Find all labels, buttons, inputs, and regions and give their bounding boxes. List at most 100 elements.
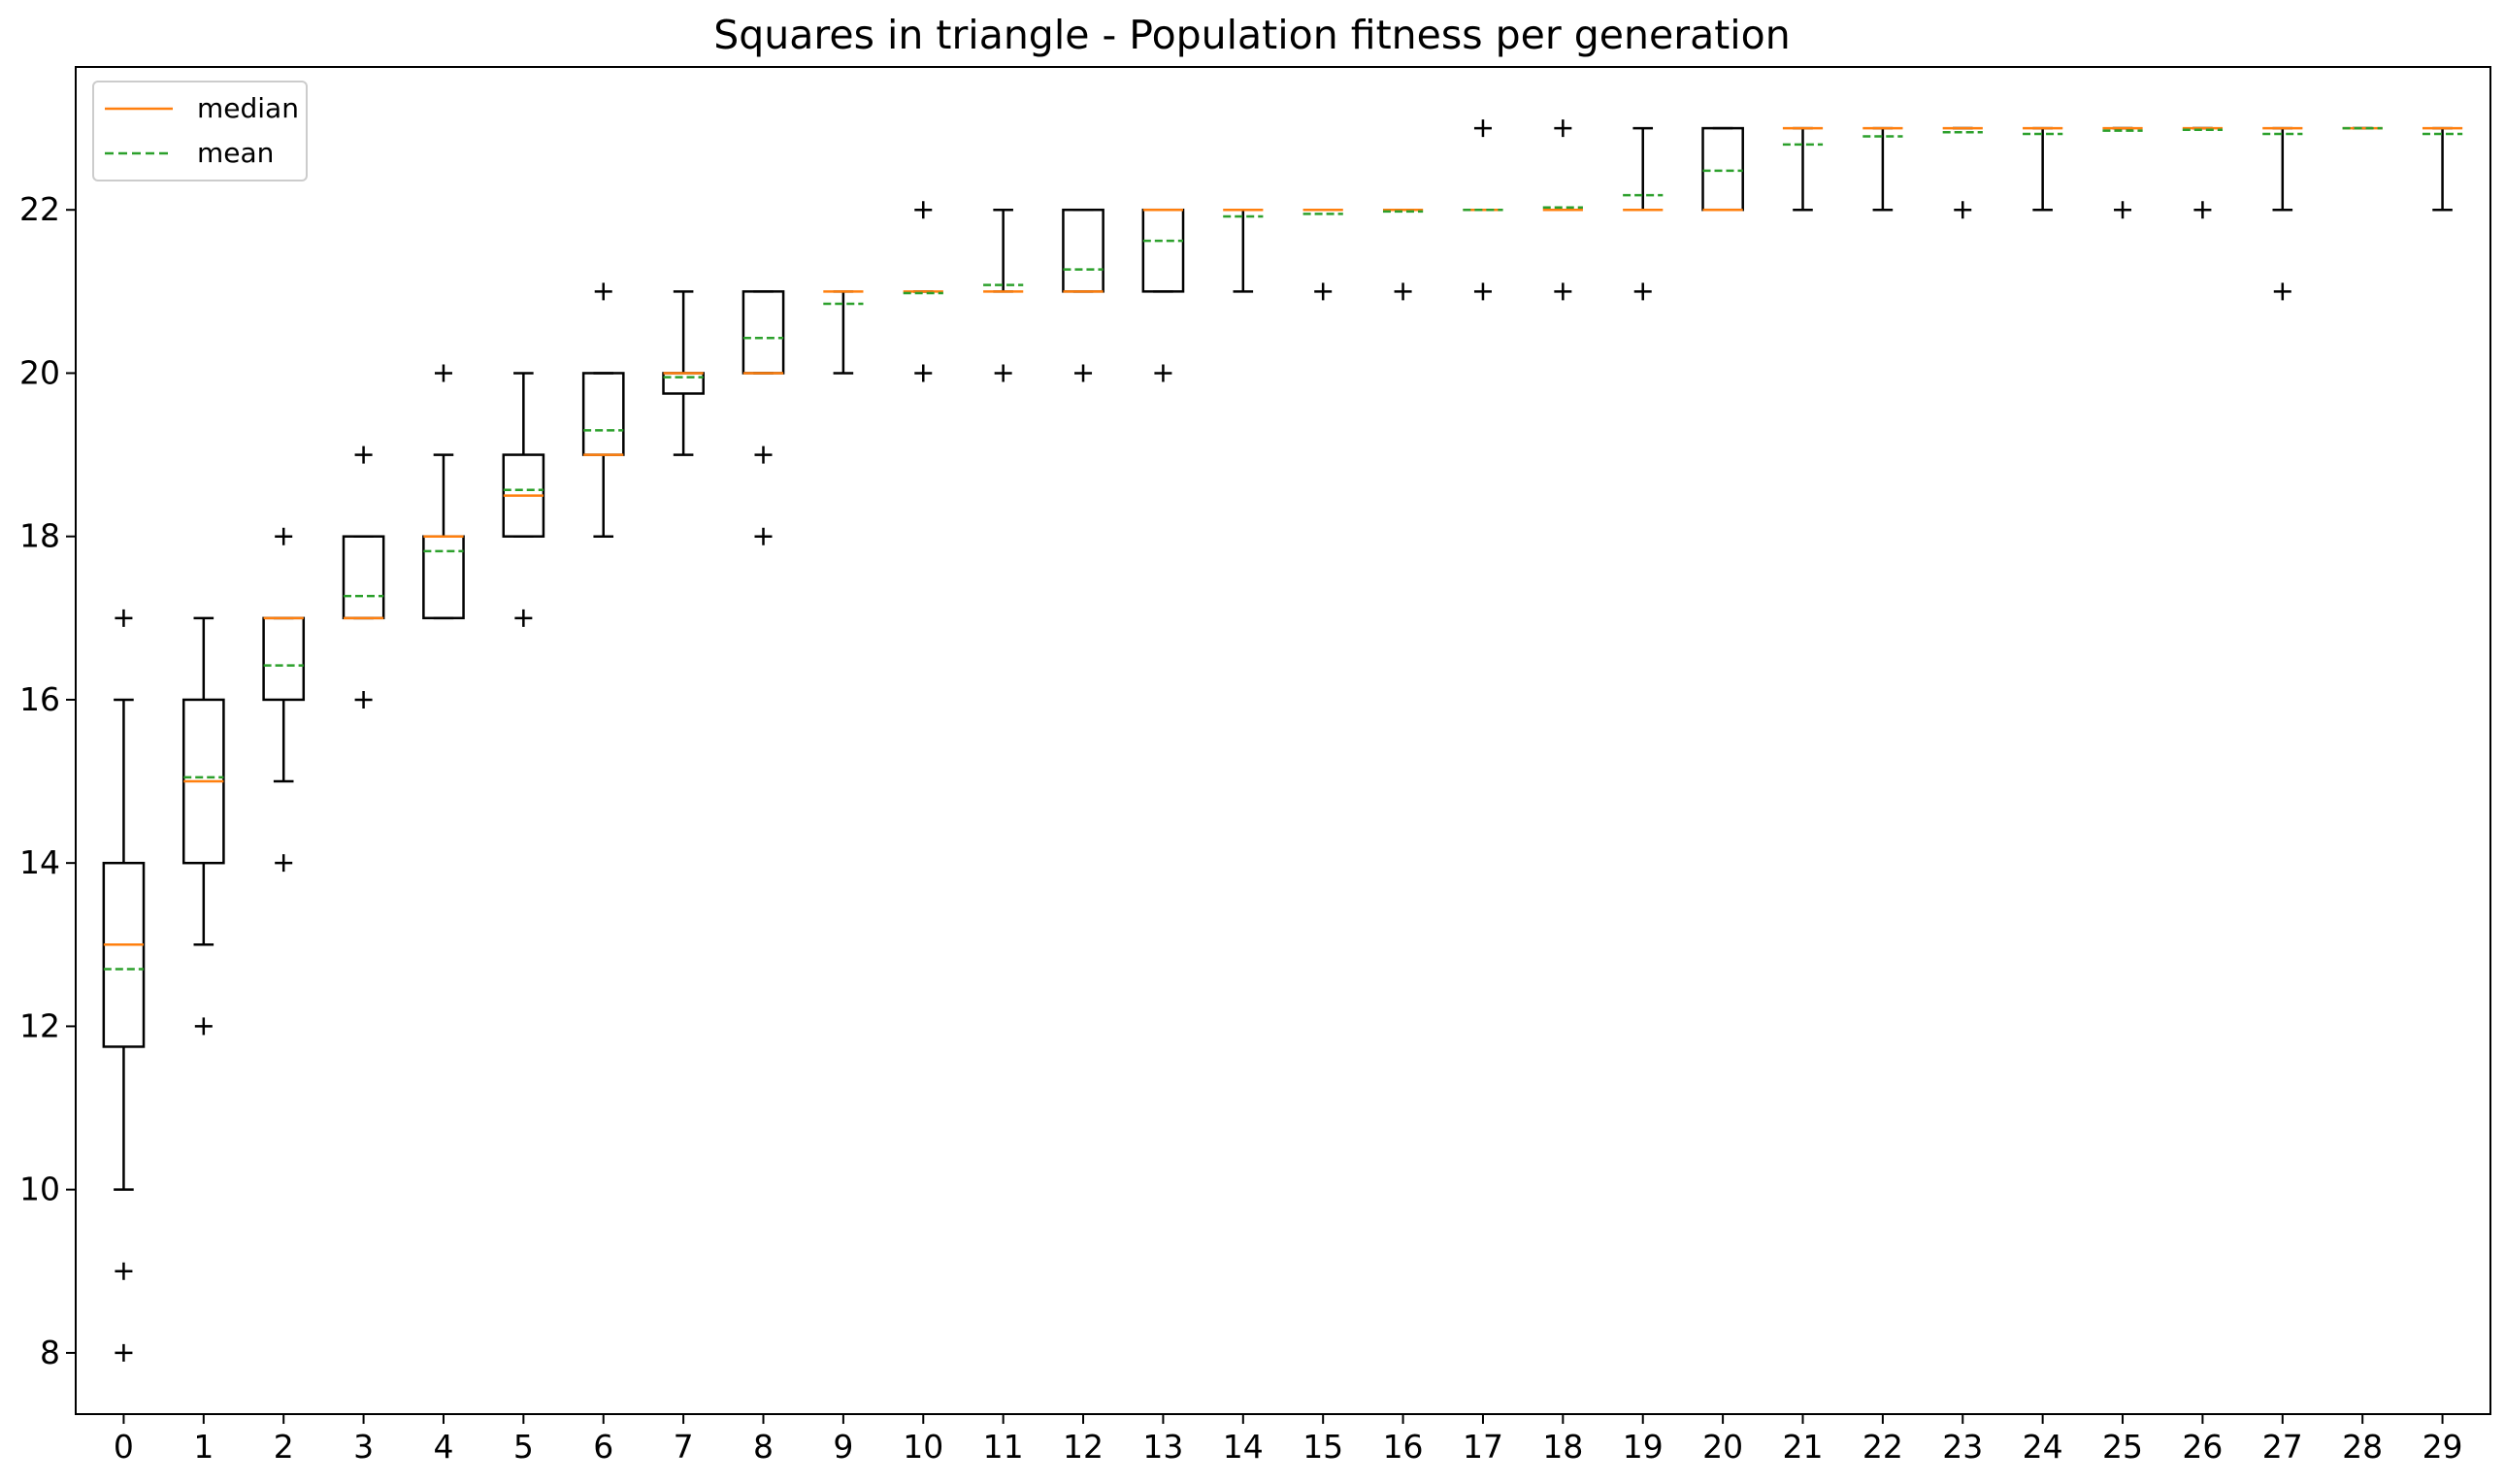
- outlier-marker: [1554, 119, 1572, 138]
- box-25: [2102, 126, 2143, 219]
- outlier-marker: [1074, 364, 1093, 382]
- outlier-marker: [1394, 282, 1412, 301]
- x-tick-label: 23: [1942, 1428, 1983, 1466]
- x-tick-label: 4: [433, 1428, 453, 1466]
- outlier-marker: [1154, 364, 1172, 382]
- box-13: [1141, 208, 1185, 382]
- box-1: [181, 616, 225, 1036]
- outlier-marker: [754, 445, 773, 464]
- x-tick-label: 29: [2423, 1428, 2463, 1466]
- iqr-box: [742, 290, 785, 375]
- box-15: [1302, 208, 1343, 301]
- outlier-marker: [1633, 282, 1652, 301]
- x-tick-label: 21: [1782, 1428, 1823, 1466]
- legend-mean-label: mean: [197, 137, 274, 169]
- legend: median mean: [92, 81, 308, 181]
- box-12: [1062, 208, 1104, 382]
- x-tick-label: 11: [983, 1428, 1024, 1466]
- outlier-marker: [1954, 201, 1972, 219]
- y-tick-label: 22: [19, 190, 60, 228]
- box-5: [502, 372, 545, 627]
- iqr-box: [581, 372, 625, 456]
- x-tick-label: 2: [274, 1428, 294, 1466]
- outlier-marker: [594, 282, 612, 301]
- box-11: [983, 208, 1024, 382]
- x-tick-label: 12: [1063, 1428, 1104, 1466]
- box-22: [1862, 126, 1903, 212]
- box-19: [1623, 126, 1664, 301]
- box-20: [1701, 126, 1744, 212]
- x-tick-label: 24: [2023, 1428, 2063, 1466]
- y-tick-label: 18: [19, 517, 60, 555]
- x-tick-label: 13: [1142, 1428, 1183, 1466]
- chart-title: Squares in triangle - Population fitness…: [713, 12, 1791, 58]
- outlier-marker: [2273, 282, 2291, 301]
- x-tick-label: 5: [513, 1428, 534, 1466]
- outlier-marker: [275, 854, 293, 873]
- iqr-box: [1701, 126, 1744, 212]
- x-tick-label: 10: [903, 1428, 943, 1466]
- x-tick-label: 16: [1383, 1428, 1424, 1466]
- x-tick-label: 9: [833, 1428, 853, 1466]
- x-tick-label: 28: [2342, 1428, 2383, 1466]
- iqr-box: [262, 616, 306, 702]
- outlier-marker: [514, 609, 533, 627]
- iqr-box: [1062, 208, 1104, 293]
- box-9: [823, 290, 864, 375]
- outlier-marker: [2114, 201, 2132, 219]
- box-3: [342, 445, 385, 709]
- box-26: [2182, 126, 2224, 219]
- outlier-marker: [1554, 282, 1572, 301]
- x-tick-label: 1: [193, 1428, 214, 1466]
- box-17: [1463, 119, 1503, 301]
- y-tick-label: 16: [19, 680, 60, 718]
- outlier-marker: [354, 445, 373, 464]
- x-tick-label: 19: [1623, 1428, 1664, 1466]
- box-29: [2422, 126, 2463, 212]
- outlier-marker: [275, 527, 293, 545]
- outlier-marker: [994, 364, 1012, 382]
- outlier-marker: [1473, 282, 1492, 301]
- x-tick-label: 22: [1862, 1428, 1903, 1466]
- legend-box: [92, 81, 308, 181]
- x-tick-label: 25: [2102, 1428, 2143, 1466]
- outlier-marker: [754, 527, 773, 545]
- box-21: [1782, 126, 1824, 212]
- x-axis: 0 1 2 3 4 5 6 7 8 9 10 11 12 13 14 15 16 17 18 19 20 21 22 23 24…: [114, 1414, 2463, 1466]
- y-tick-label: 10: [19, 1171, 60, 1208]
- y-tick-label: 14: [19, 843, 60, 881]
- outlier-marker: [434, 364, 452, 382]
- x-tick-label: 17: [1463, 1428, 1503, 1466]
- outlier-marker: [914, 364, 933, 382]
- iqr-box: [422, 535, 465, 620]
- x-tick-label: 27: [2262, 1428, 2303, 1466]
- box-0: [102, 609, 146, 1362]
- box-14: [1223, 208, 1264, 293]
- x-tick-label: 6: [593, 1428, 613, 1466]
- box-24: [2023, 126, 2063, 212]
- box-4: [422, 364, 465, 620]
- plot-area: [102, 119, 2463, 1362]
- y-tick-label: 12: [19, 1006, 60, 1044]
- x-tick-label: 14: [1223, 1428, 1264, 1466]
- outlier-marker: [115, 1343, 133, 1362]
- outlier-marker: [194, 1017, 213, 1036]
- x-tick-label: 20: [1702, 1428, 1743, 1466]
- box-27: [2262, 126, 2303, 301]
- box-7: [662, 290, 705, 456]
- outlier-marker: [115, 1262, 133, 1280]
- y-tick-label: 8: [40, 1334, 60, 1371]
- outlier-marker: [2193, 201, 2212, 219]
- outlier-marker: [354, 690, 373, 709]
- iqr-box: [102, 861, 146, 1048]
- x-tick-label: 18: [1542, 1428, 1583, 1466]
- outlier-marker: [914, 201, 933, 219]
- outlier-marker: [1314, 282, 1333, 301]
- y-tick-label: 20: [19, 353, 60, 391]
- box-8: [742, 290, 785, 545]
- y-axis: 8 10 12 14 16 18 20 22: [19, 190, 76, 1371]
- outlier-marker: [1473, 119, 1492, 138]
- box-16: [1382, 208, 1424, 301]
- outlier-marker: [115, 609, 133, 627]
